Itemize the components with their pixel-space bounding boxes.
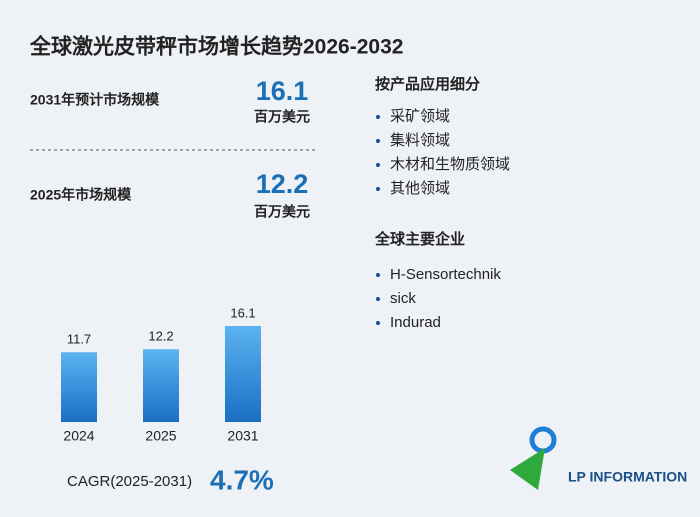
stat-unit: 百万美元 <box>254 109 310 125</box>
value-label: 11.7 <box>67 332 91 347</box>
stat-label: 2025年市场规模 <box>30 187 132 203</box>
value-label: 16.1 <box>230 305 255 320</box>
cagr-value: 4.7% <box>210 464 274 495</box>
bar <box>61 352 97 422</box>
value-label: 12.2 <box>148 329 173 344</box>
bullet <box>376 115 380 119</box>
stat-unit: 百万美元 <box>254 204 310 220</box>
bullet <box>376 163 380 167</box>
bullet <box>376 297 380 301</box>
stat-value: 12.2 <box>256 169 309 199</box>
bullet <box>376 139 380 143</box>
bullet <box>376 321 380 325</box>
list-item: Indurad <box>390 314 441 331</box>
list-item: sick <box>390 290 416 307</box>
x-tick-label: 2031 <box>227 428 258 444</box>
cagr-label: CAGR(2025-2031) <box>67 473 192 490</box>
stat-label: 2031年预计市场规模 <box>30 92 160 108</box>
section-title: 全球主要企业 <box>374 230 465 248</box>
x-tick-label: 2024 <box>63 428 94 444</box>
section-title: 按产品应用细分 <box>375 75 480 93</box>
x-tick-label: 2025 <box>145 428 176 444</box>
logo: LP INFORMATION <box>510 426 687 490</box>
list-item: 集料领域 <box>390 132 450 149</box>
list-item: 木材和生物质领域 <box>390 156 510 173</box>
list-item: H-Sensortechnik <box>390 266 501 283</box>
bullet <box>376 273 380 277</box>
list-item: 采矿领域 <box>390 108 450 125</box>
stat-value: 16.1 <box>256 76 309 106</box>
list-item: 其他领域 <box>390 180 450 197</box>
logo-text: LP INFORMATION <box>568 469 687 485</box>
bar <box>225 326 261 422</box>
bar <box>143 349 179 422</box>
bullet <box>376 187 380 191</box>
page-title: 全球激光皮带秤市场增长趋势2026-2032 <box>29 35 403 59</box>
logo-icon <box>510 448 545 490</box>
